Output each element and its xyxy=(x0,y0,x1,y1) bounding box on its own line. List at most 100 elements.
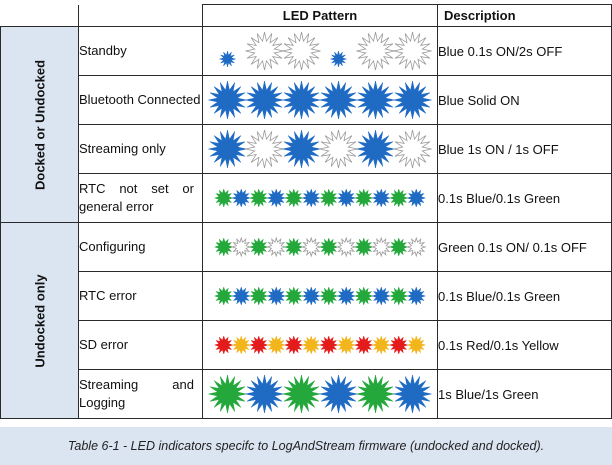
green-led-star xyxy=(248,237,269,257)
green-led-star xyxy=(318,188,339,208)
table-row: RTC error 0.1s Blue/0.1s Green xyxy=(1,271,612,321)
table-row: Streaming only Blue 1s ON / 1s OFF xyxy=(1,124,612,174)
blue-led-star xyxy=(231,286,252,306)
header-empty-cell xyxy=(78,4,203,27)
row-name: Configuring xyxy=(78,222,203,272)
blue-led-star xyxy=(319,374,358,414)
blue-led-star xyxy=(393,80,432,120)
row-description: Blue 0.1s ON/2s OFF xyxy=(437,26,612,76)
white-led-star xyxy=(393,129,432,169)
blue-led-star xyxy=(245,80,284,120)
green-led-star xyxy=(353,237,374,257)
row-name: Streaming and Logging xyxy=(78,369,203,419)
table-row: SD error 0.1s Red/0.1s Yellow xyxy=(1,320,612,370)
green-led-star xyxy=(283,237,304,257)
green-led-star xyxy=(283,188,304,208)
green-led-star xyxy=(353,286,374,306)
green-led-star xyxy=(248,188,269,208)
blue-led-star xyxy=(336,188,357,208)
blue-led-star xyxy=(266,286,287,306)
white-led-star xyxy=(335,236,357,258)
header-empty-cell xyxy=(0,4,79,27)
row-description: Blue Solid ON xyxy=(437,75,612,125)
blue-led-star xyxy=(406,188,427,208)
white-led-star xyxy=(319,129,358,169)
led-pattern xyxy=(202,124,438,174)
led-star-strip xyxy=(208,80,432,120)
led-pattern xyxy=(202,75,438,125)
led-pattern xyxy=(202,320,438,370)
white-led-star xyxy=(265,236,287,258)
led-indicator-table: LED Pattern Description Docked or Undock… xyxy=(0,4,612,419)
white-led-star xyxy=(300,236,322,258)
yellow-led-star xyxy=(371,335,392,355)
row-name: Standby xyxy=(78,26,203,76)
led-pattern xyxy=(202,222,438,272)
white-led-star xyxy=(245,31,284,71)
white-led-star xyxy=(393,31,432,71)
led-star-strip xyxy=(213,236,427,258)
led-pattern xyxy=(202,369,438,419)
blue-led-star xyxy=(245,374,284,414)
row-name: Streaming only xyxy=(78,124,203,174)
blue-led-star xyxy=(208,80,247,120)
group-docked-or-undocked: Docked or Undocked xyxy=(0,26,79,223)
blue-led-star xyxy=(371,188,392,208)
row-description: Blue 1s ON / 1s OFF xyxy=(437,124,612,174)
header-led-pattern: LED Pattern xyxy=(202,4,438,27)
green-led-star xyxy=(282,374,321,414)
blue-led-star xyxy=(336,286,357,306)
blue-led-star xyxy=(330,50,347,68)
led-star-strip xyxy=(208,374,432,414)
green-led-star xyxy=(213,237,234,257)
group-undocked-only: Undocked only xyxy=(0,222,79,419)
led-pattern xyxy=(202,26,438,76)
red-led-star xyxy=(388,335,409,355)
yellow-led-star xyxy=(406,335,427,355)
blue-led-star xyxy=(371,286,392,306)
green-led-star xyxy=(318,286,339,306)
green-led-star xyxy=(353,188,374,208)
blue-led-star xyxy=(231,188,252,208)
row-description: 0.1s Blue/0.1s Green xyxy=(437,271,612,321)
white-led-star xyxy=(370,236,392,258)
table-row: Undocked only Configuring Green 0.1s ON/… xyxy=(0,222,612,419)
group-label: Undocked only xyxy=(32,273,47,368)
yellow-led-star xyxy=(301,335,322,355)
row-description: 0.1s Red/0.1s Yellow xyxy=(437,320,612,370)
blue-led-star xyxy=(301,188,322,208)
row-name: Bluetooth Connected xyxy=(78,75,203,125)
white-led-star xyxy=(405,236,427,258)
blue-led-star xyxy=(356,80,395,120)
table-row: Bluetooth Connected Blue Solid ON xyxy=(1,75,612,125)
yellow-led-star xyxy=(231,335,252,355)
table-row: RTC not set or general error 0.1s Blue/0… xyxy=(1,173,612,223)
green-led-star xyxy=(388,237,409,257)
table-row: Docked or Undocked Standby Blue 0.1s ON/… xyxy=(0,26,612,223)
red-led-star xyxy=(283,335,304,355)
green-led-star xyxy=(213,286,234,306)
red-led-star xyxy=(318,335,339,355)
group-label: Docked or Undocked xyxy=(32,59,47,190)
red-led-star xyxy=(353,335,374,355)
row-description: Green 0.1s ON/ 0.1s OFF xyxy=(437,222,612,272)
blue-led-star xyxy=(301,286,322,306)
table-header-row: LED Pattern Description xyxy=(0,4,612,27)
row-description: 1s Blue/1s Green xyxy=(437,369,612,419)
red-led-star xyxy=(248,335,269,355)
led-star-strip xyxy=(213,335,427,355)
blue-led-star xyxy=(282,129,321,169)
yellow-led-star xyxy=(336,335,357,355)
blue-led-star xyxy=(266,188,287,208)
green-led-star xyxy=(388,286,409,306)
white-led-star xyxy=(356,31,395,71)
green-led-star xyxy=(208,374,247,414)
table-caption: Table 6-1 - LED indicators specifc to Lo… xyxy=(0,427,612,465)
led-star-strip xyxy=(213,286,427,306)
blue-led-star xyxy=(406,286,427,306)
blue-led-star xyxy=(356,129,395,169)
green-led-star xyxy=(213,188,234,208)
green-led-star xyxy=(283,286,304,306)
blue-led-star xyxy=(282,80,321,120)
